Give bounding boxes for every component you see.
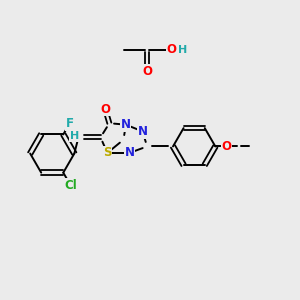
Text: N: N: [138, 125, 148, 138]
Text: N: N: [124, 146, 134, 159]
Text: O: O: [142, 64, 152, 78]
Text: N: N: [121, 118, 131, 131]
Text: O: O: [100, 103, 110, 116]
Text: O: O: [222, 140, 232, 153]
Text: H: H: [70, 131, 79, 142]
Text: Cl: Cl: [64, 179, 77, 192]
Text: O: O: [166, 44, 176, 56]
Text: H: H: [178, 45, 187, 55]
Text: F: F: [65, 117, 74, 130]
Text: S: S: [103, 146, 112, 159]
